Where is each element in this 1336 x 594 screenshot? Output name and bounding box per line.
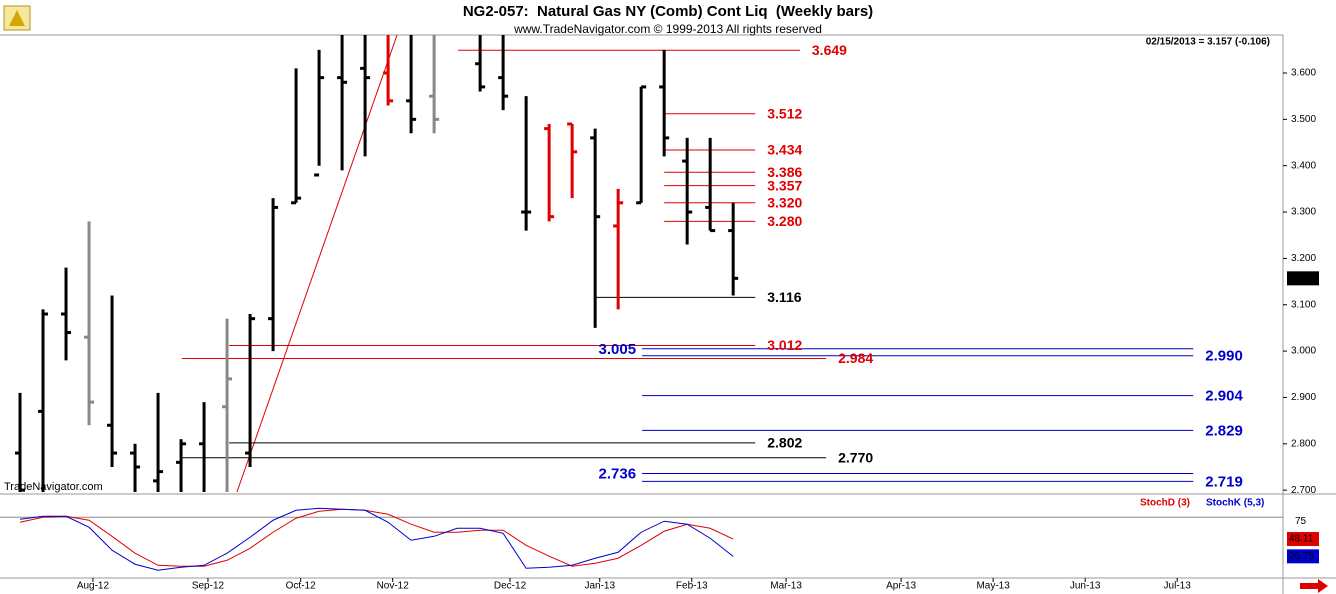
y-tick-label: 75 [1295,516,1307,527]
level-label: 3.512 [767,105,802,121]
x-tick-label: Jun-13 [1070,581,1101,592]
chart-title: NG2-057: Natural Gas NY (Comb) Cont Liq … [463,3,873,20]
level-label: 2.904 [1205,388,1243,405]
x-tick-label: May-13 [976,581,1010,592]
y-tick-label: 3.500 [1291,114,1316,125]
y-tick-label: 3.300 [1291,207,1316,218]
legend-entry: StochK (5,3) [1206,498,1264,509]
x-tick-label: Apr-13 [886,581,916,592]
y-tick-label: 2.700 [1291,485,1316,496]
stoch-line [19,507,734,571]
plot-area [15,35,1194,492]
y-tick-label: 2.800 [1291,438,1316,449]
level-label: 3.280 [767,213,802,229]
last-value-box [1287,532,1319,547]
level-label: 2.984 [838,350,873,366]
x-tick-label: Sep-12 [192,581,225,592]
x-tick-label: Aug-12 [77,581,110,592]
y-tick-label: 3.100 [1291,299,1316,310]
plot-area [0,507,1283,571]
x-tick-label: Oct-12 [286,581,316,592]
level-label: 3.357 [767,177,802,193]
level-label: 3.320 [767,194,802,210]
stoch-line [19,508,734,567]
last-price-box [1287,271,1319,286]
x-tick-label: Dec-12 [494,581,527,592]
level-label: 3.012 [767,337,802,353]
x-tick-label: Feb-13 [676,581,708,592]
level-label: 2.770 [838,449,873,465]
level-label: 3.005 [599,341,637,358]
y-tick-label: 3.600 [1291,68,1316,79]
x-tick-label: Jul-13 [1164,581,1192,592]
level-label: 3.116 [767,289,801,305]
level-label: 2.719 [1205,473,1243,490]
x-tick-label: Jan-13 [584,581,615,592]
level-label: 2.802 [767,435,802,451]
y-tick-label: 2.900 [1291,392,1316,403]
x-tick-label: Nov-12 [377,581,410,592]
trend-line [236,35,398,492]
last-value-box [1287,549,1319,564]
level-label: 3.434 [767,142,802,158]
last-value-label: 48.11 [1289,534,1314,545]
y-tick-label: 3.200 [1291,253,1316,264]
legend-entry: StochD (3) [1140,498,1190,509]
level-label: 3.386 [767,164,802,180]
subtitle: www.TradeNavigator.com © 1999-2013 All r… [513,22,822,36]
logo [3,5,31,31]
level-label: 2.736 [599,465,637,482]
last-price-label: 3.157 [1289,273,1314,284]
y-tick-label: 3.000 [1291,346,1316,357]
y-tick-label: 3.400 [1291,160,1316,171]
level-label: 3.649 [812,42,847,58]
level-label: 2.990 [1205,348,1243,365]
info: 02/15/2013 = 3.157 (-0.106) [1146,37,1270,48]
level-label: 2.829 [1205,422,1243,439]
watermark: TradeNavigator.com [4,481,103,493]
scroll-arrow[interactable] [1300,579,1328,593]
x-tick-label: Mar-13 [770,581,802,592]
last-value-label: 26.75 [1289,551,1314,562]
